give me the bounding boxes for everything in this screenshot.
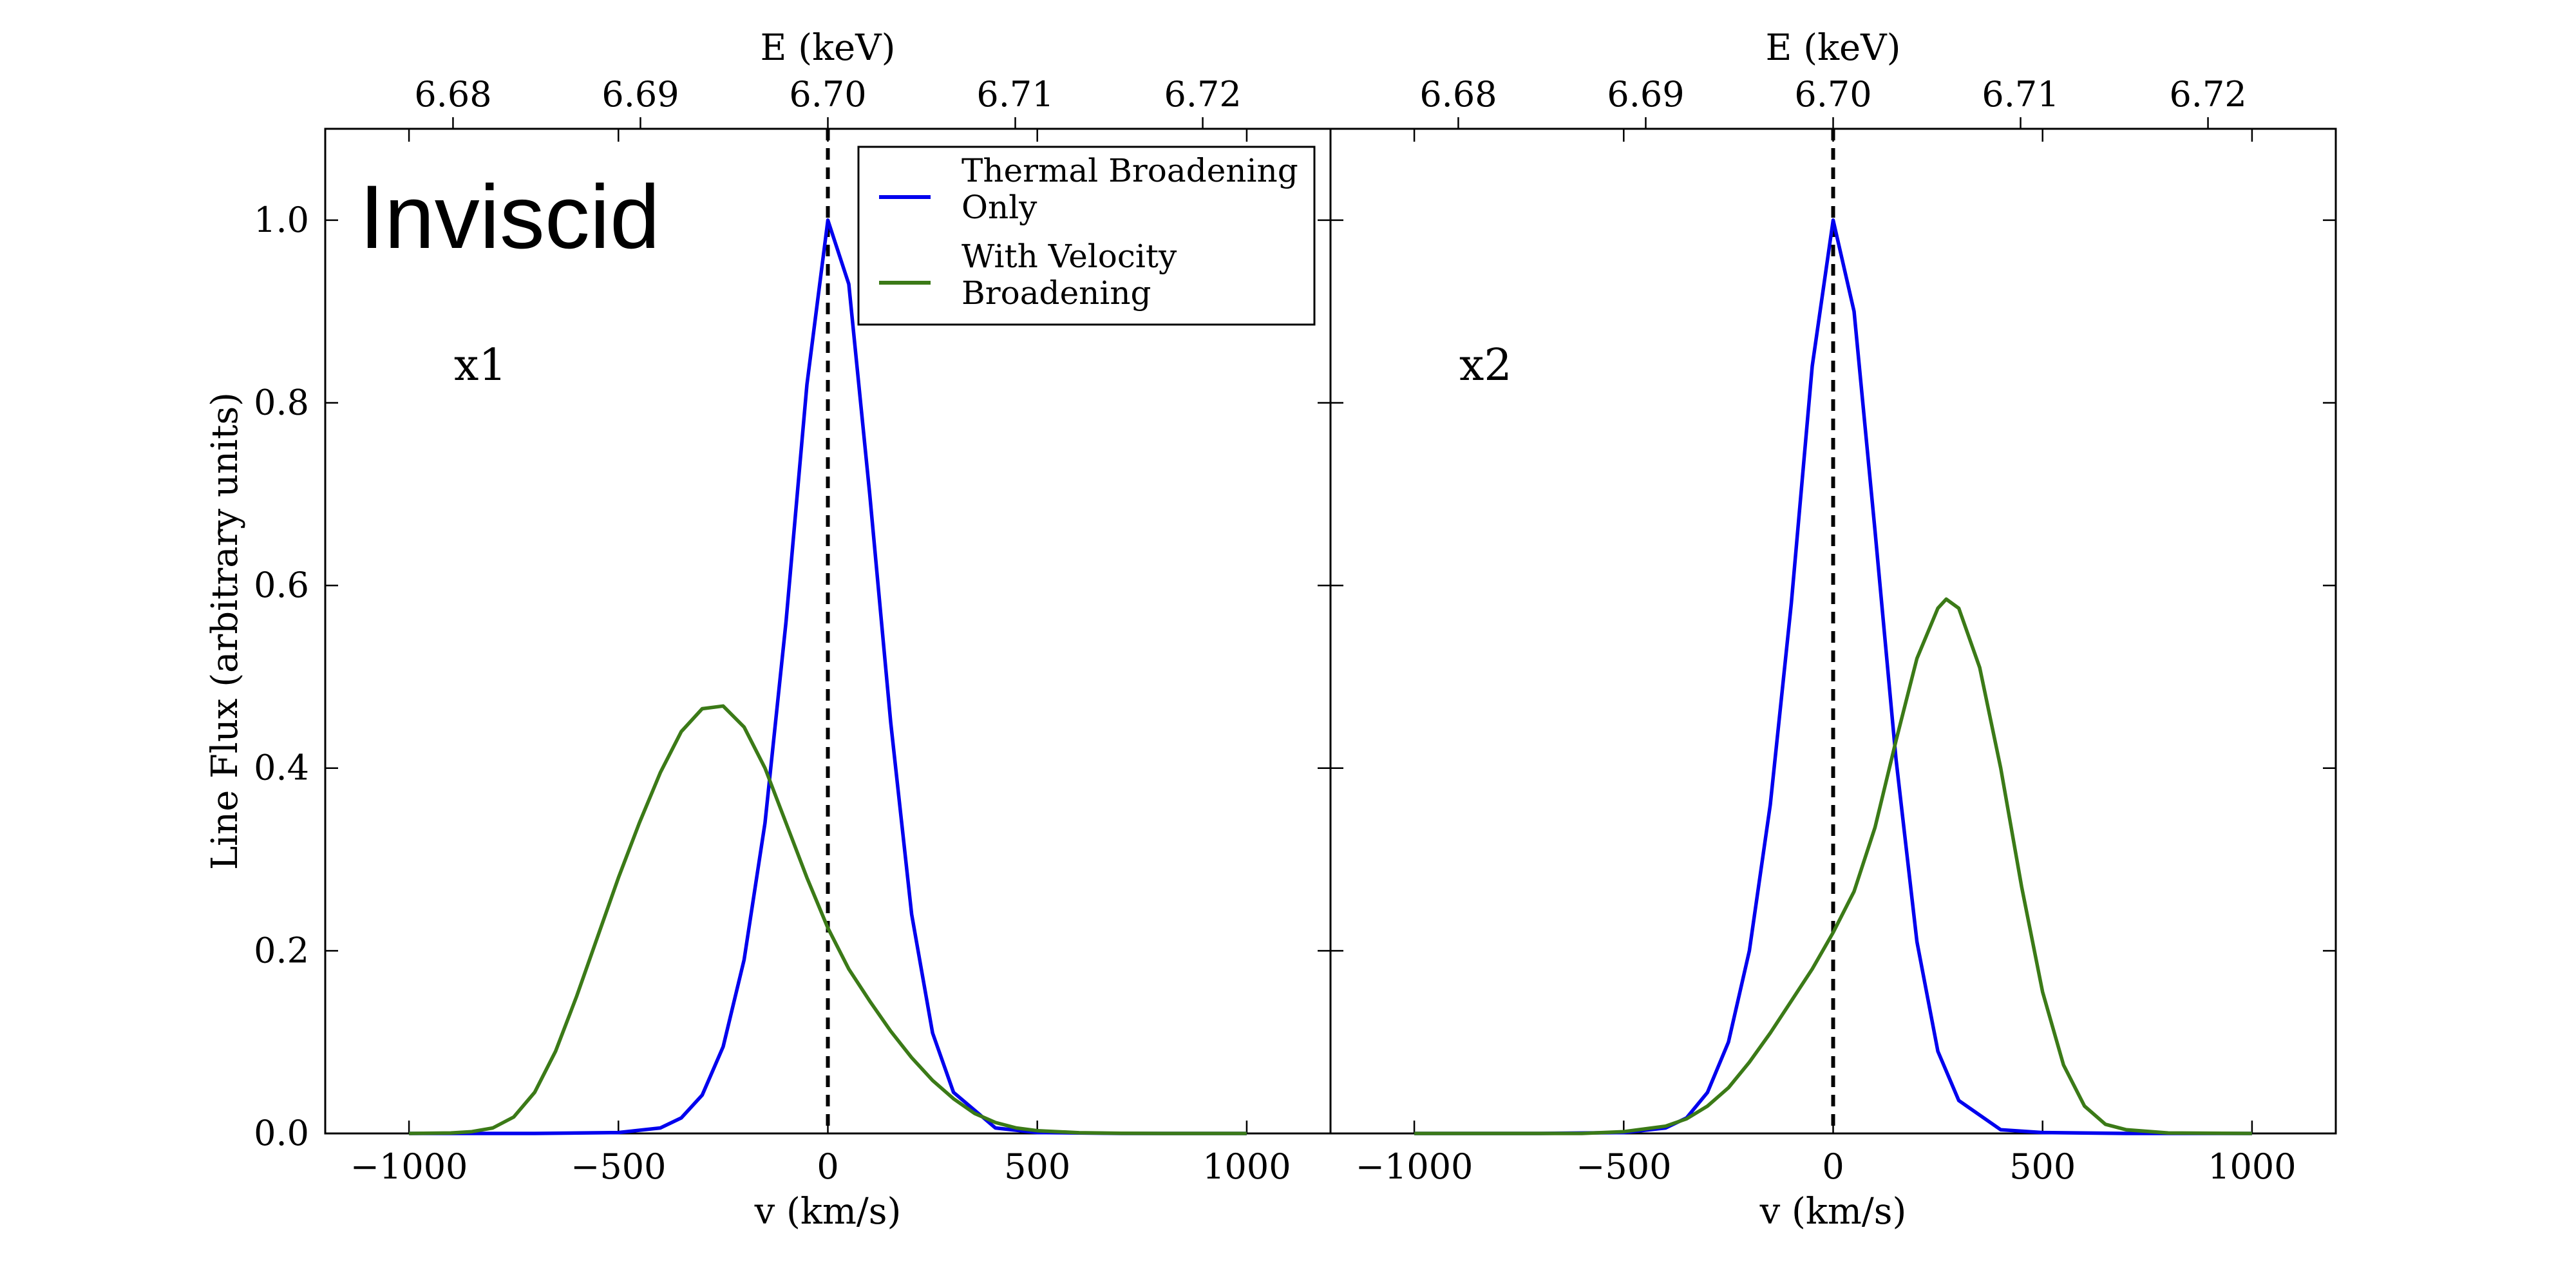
panel-label: x1 bbox=[454, 340, 507, 391]
energy-tick-label: 6.70 bbox=[789, 74, 866, 115]
energy-tick-label: 6.68 bbox=[1419, 74, 1497, 115]
x-tick-label: −500 bbox=[1576, 1146, 1671, 1187]
energy-tick-label: 6.69 bbox=[601, 74, 679, 115]
energy-tick-label: 6.68 bbox=[414, 74, 491, 115]
x-tick-label: 0 bbox=[1822, 1146, 1844, 1187]
top-axis-label: E (keV) bbox=[761, 27, 896, 69]
x-tick-label: 0 bbox=[817, 1146, 838, 1187]
energy-tick-label: 6.72 bbox=[2169, 74, 2246, 115]
x-tick-label: 500 bbox=[1004, 1146, 1070, 1187]
y-tick-label: 0.2 bbox=[254, 930, 309, 971]
energy-tick-label: 6.71 bbox=[1982, 74, 2059, 115]
energy-tick-label: 6.70 bbox=[1794, 74, 1871, 115]
x-tick-label: 500 bbox=[2009, 1146, 2076, 1187]
figure-title-inviscid: Inviscid bbox=[359, 166, 660, 267]
x-axis-label: v (km/s) bbox=[1759, 1191, 1907, 1233]
panel-x2: −1000 −500 0 500 1000 6.68 6.69 6.70 6.71 6.72 x2 v… bbox=[1329, 27, 2337, 1233]
energy-tick-label: 6.71 bbox=[976, 74, 1054, 115]
x-tick-label: −1000 bbox=[1356, 1146, 1473, 1187]
panel-label: x2 bbox=[1459, 340, 1512, 391]
series-velocity-broadening-line bbox=[409, 704, 1247, 1135]
panel-x1: −1000 −500 0 500 1000 6.68 6.69 6.70 6.71 6.72 0.0… bbox=[254, 27, 1332, 1233]
y-tick-label: 0.4 bbox=[254, 748, 309, 788]
legend-label-line1: Thermal Broadening bbox=[961, 152, 1298, 189]
y-tick-label: 0.0 bbox=[254, 1113, 309, 1153]
x-tick-label: 1000 bbox=[2208, 1146, 2296, 1187]
series-velocity-broadening-line bbox=[1414, 597, 2252, 1135]
x-tick-label: −1000 bbox=[350, 1146, 468, 1187]
x-tick-label: −500 bbox=[571, 1146, 666, 1187]
top-axis-label: E (keV) bbox=[1766, 27, 1901, 69]
shared-labels: Line Flux (arbitrary units) Inviscid Therm… bbox=[204, 146, 1316, 870]
x-tick-label: 1000 bbox=[1202, 1146, 1291, 1187]
legend-label-line2: Only bbox=[961, 189, 1037, 226]
x-axis-label: v (km/s) bbox=[754, 1191, 902, 1233]
energy-tick-label: 6.69 bbox=[1607, 74, 1684, 115]
legend-box bbox=[857, 146, 1316, 326]
y-tick-label: 1.0 bbox=[254, 200, 309, 240]
series-thermal-broadening-line bbox=[409, 218, 1247, 1135]
legend-label-line1: With Velocity bbox=[961, 238, 1177, 275]
y-tick-label: 0.6 bbox=[254, 565, 309, 605]
legend-label-line2: Broadening bbox=[961, 274, 1151, 312]
y-axis-label: Line Flux (arbitrary units) bbox=[204, 392, 246, 870]
y-tick-label: 0.8 bbox=[254, 382, 309, 422]
energy-tick-label: 6.72 bbox=[1164, 74, 1241, 115]
